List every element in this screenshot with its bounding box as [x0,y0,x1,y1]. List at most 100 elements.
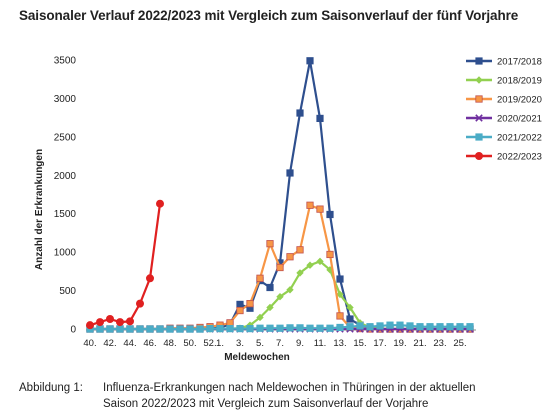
y-tick-label: 3500 [54,56,77,67]
data-point [266,283,274,292]
legend-item: 2022/2023 [466,152,542,163]
data-point [416,323,424,331]
x-tick-label: 42. [103,338,116,349]
data-point [316,257,324,266]
x-tick-label: 44. [123,338,136,349]
data-point [475,76,483,84]
data-point [456,323,464,331]
data-point [336,312,344,320]
x-tick-label: 19. [393,338,406,349]
data-point [326,324,334,332]
data-point [286,324,294,332]
data-point [156,199,164,208]
data-point [116,325,124,333]
data-point [306,57,314,65]
caption-label: Abbildung 1: [19,382,83,394]
data-point [96,318,104,327]
x-tick-label: 52. [203,338,216,349]
series-2019-2020 [86,201,474,333]
data-point [336,290,344,299]
data-point [306,324,314,332]
data-point [176,325,184,333]
data-point [426,323,434,331]
x-tick-label: 40. [83,338,96,349]
data-point [475,133,483,141]
legend-item: 2018/2019 [466,76,542,87]
x-tick-label: 3. [236,338,244,349]
y-tick-label: 1000 [54,248,77,259]
data-point [166,325,174,333]
data-point [306,261,314,269]
data-point [206,325,214,333]
y-tick-label: 2500 [54,132,77,143]
legend-label: 2022/2023 [497,152,542,163]
x-tick-label: 9. [296,338,304,349]
data-point [106,325,114,333]
data-point [126,325,134,333]
data-point [276,324,284,332]
x-axis-ticks: 40. 42. 44. 46. 48. 50. 52. 1. 3. 5. 7. 9. 11. 13. 15.… [83,338,466,349]
series-2022-2023 [86,199,164,330]
legend-item: 2017/2018 [466,57,542,68]
data-point [366,323,374,331]
y-tick-label: 0 [70,325,76,336]
legend-label: 2017/2018 [497,57,542,68]
caption-line-1: Influenza-Erkrankungen nach Meldewochen … [103,382,476,394]
data-point [296,324,304,332]
x-tick-label: 7. [276,338,284,349]
data-point [276,263,284,272]
data-point [256,313,264,322]
data-point [296,109,304,117]
data-point [266,303,274,312]
data-point [406,322,414,330]
x-tick-label: 23. [433,338,446,349]
data-point [326,210,334,219]
data-point [146,274,154,283]
x-tick-label: 13. [333,338,346,349]
data-point [226,325,234,333]
data-point [236,325,244,333]
data-point [376,322,384,330]
legend-label: 2020/2021 [497,114,542,125]
legend-label: 2018/2019 [497,76,542,87]
data-point [156,325,164,333]
data-point [475,57,483,65]
data-point [236,300,244,309]
data-point [336,275,344,283]
data-point [126,317,134,326]
data-point [286,169,294,177]
data-point [316,114,324,123]
data-point [336,323,344,332]
data-point [266,324,274,332]
x-tick-label: 50. [183,338,196,349]
data-point [356,322,364,330]
legend: 2017/2018 2018/2019 2019/2020 2020/2021 2021… [466,57,542,163]
y-tick-label: 3000 [54,94,77,105]
data-point [86,321,94,330]
y-axis-ticks: 0 500 1000 1500 2000 2500 3000 3500 [54,56,77,336]
legend-item: 2021/2022 [466,133,542,144]
data-point [475,95,483,103]
data-point [286,253,294,261]
x-tick-label: 46. [143,338,156,349]
legend-item: 2019/2020 [466,95,542,106]
data-point [96,325,104,333]
y-tick-label: 500 [59,286,76,297]
data-point [216,325,224,333]
data-point [306,201,314,209]
data-point [475,114,483,122]
data-point [396,321,404,329]
caption-text: Influenza-Erkrankungen nach Meldewochen … [103,380,543,412]
data-point [446,323,454,331]
data-point [466,323,474,331]
x-tick-label: 17. [373,338,386,349]
x-tick-label: 25. [453,338,466,349]
data-point [296,269,304,277]
legend-label: 2019/2020 [497,95,542,106]
data-point [346,323,354,331]
data-point [246,300,254,308]
series-line [89,203,162,327]
influenza-line-chart: 0 500 1000 1500 2000 2500 3000 3500 40. 42. 44. 46… [34,56,542,364]
legend-label: 2021/2022 [497,133,542,144]
data-point [326,250,334,259]
